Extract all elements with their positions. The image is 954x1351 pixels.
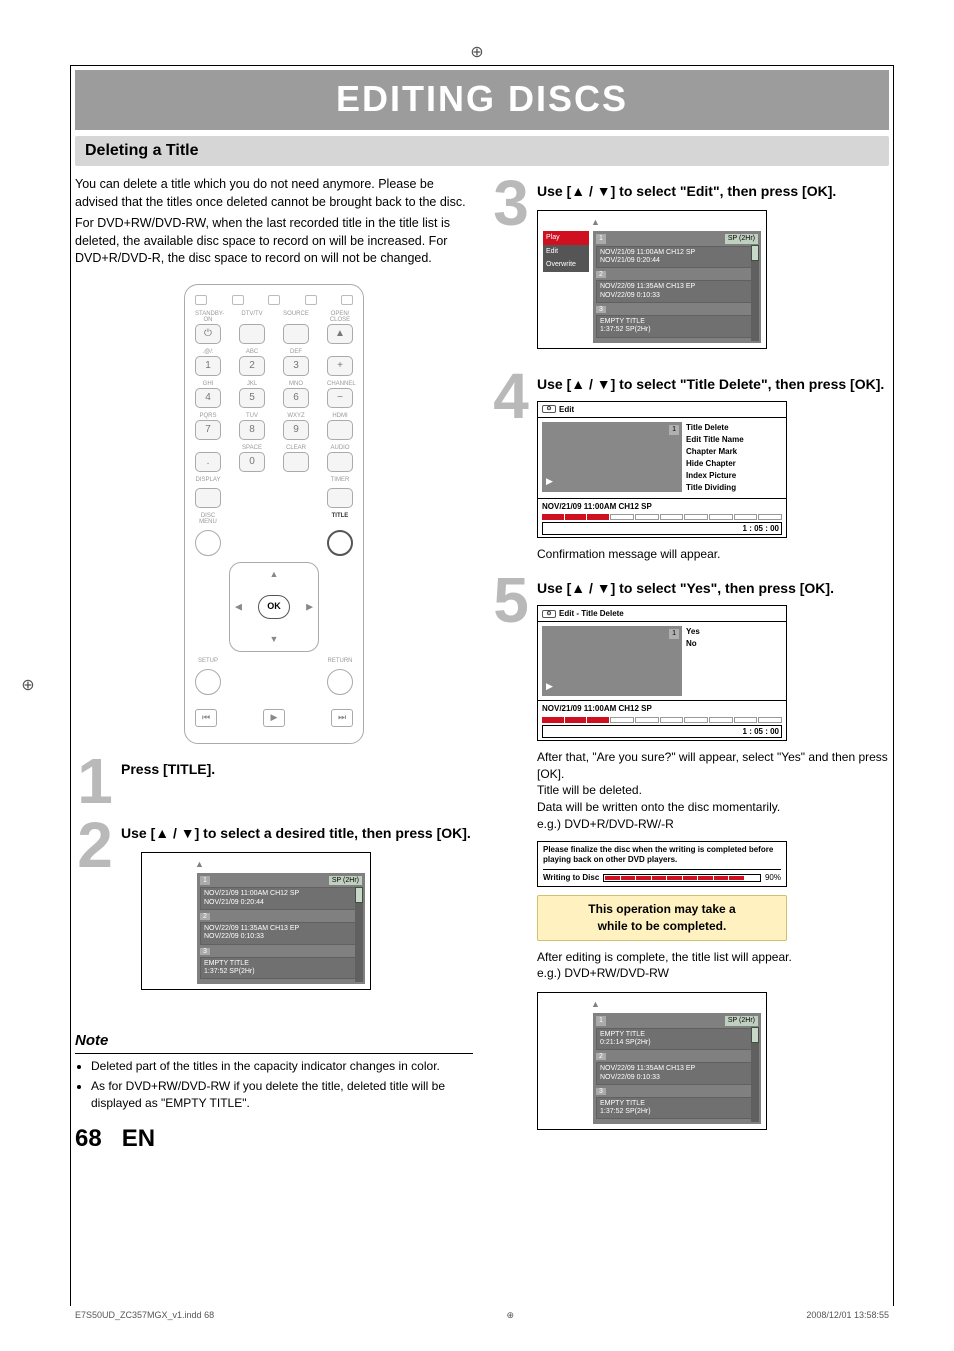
section-title: Deleting a Title bbox=[75, 136, 889, 166]
writing-box: Please finalize the disc when the writin… bbox=[537, 841, 787, 887]
step-4: 4 Use [▲ / ▼] to select "Title Delete", … bbox=[491, 369, 889, 564]
intro-text: You can delete a title which you do not … bbox=[75, 176, 473, 268]
edit-menu: ⊙Edit 1▶ Title Delete Edit Title Name Ch… bbox=[537, 401, 787, 539]
reg-mark-top: ⊕ bbox=[470, 42, 483, 62]
step-2: 2 Use [▲ / ▼] to select a desired title,… bbox=[75, 818, 473, 1001]
remote-illustration: STANDBY-ONDTV/TVSOURCEOPEN/ CLOSE ⏻▲ .@/… bbox=[184, 284, 364, 744]
step-1: 1 Press [TITLE]. bbox=[75, 754, 473, 808]
note-box: Note Deleted part of the titles in the c… bbox=[75, 1030, 473, 1111]
reg-mark-left: ⊕ bbox=[21, 675, 34, 695]
page-number: 68 EN bbox=[75, 1122, 473, 1156]
page-footer: E7S50UD_ZC357MGX_v1.indd 68 ⊕ 2008/12/01… bbox=[75, 1310, 889, 1321]
title-list-after: ▲ 1SP (2Hr) EMPTY TITLE0:21:14 SP(2Hr) 2… bbox=[537, 992, 767, 1130]
yellow-warning: This operation may take awhile to be com… bbox=[537, 895, 787, 941]
title-list-step3: ▲ Play Edit Overwrite 1SP (2Hr) NOV/21/0… bbox=[537, 210, 767, 348]
title-list-step2: ▲ 1SP (2Hr) NOV/21/09 11:00AM CH12 SPNOV… bbox=[141, 852, 371, 990]
step-3: 3 Use [▲ / ▼] to select "Edit", then pre… bbox=[491, 176, 889, 359]
step-5: 5 Use [▲ / ▼] to select "Yes", then pres… bbox=[491, 573, 889, 1140]
page-banner: EDITING DISCS bbox=[75, 70, 889, 130]
delete-menu: ⊙Edit - Title Delete 1▶ Yes No bbox=[537, 605, 787, 741]
